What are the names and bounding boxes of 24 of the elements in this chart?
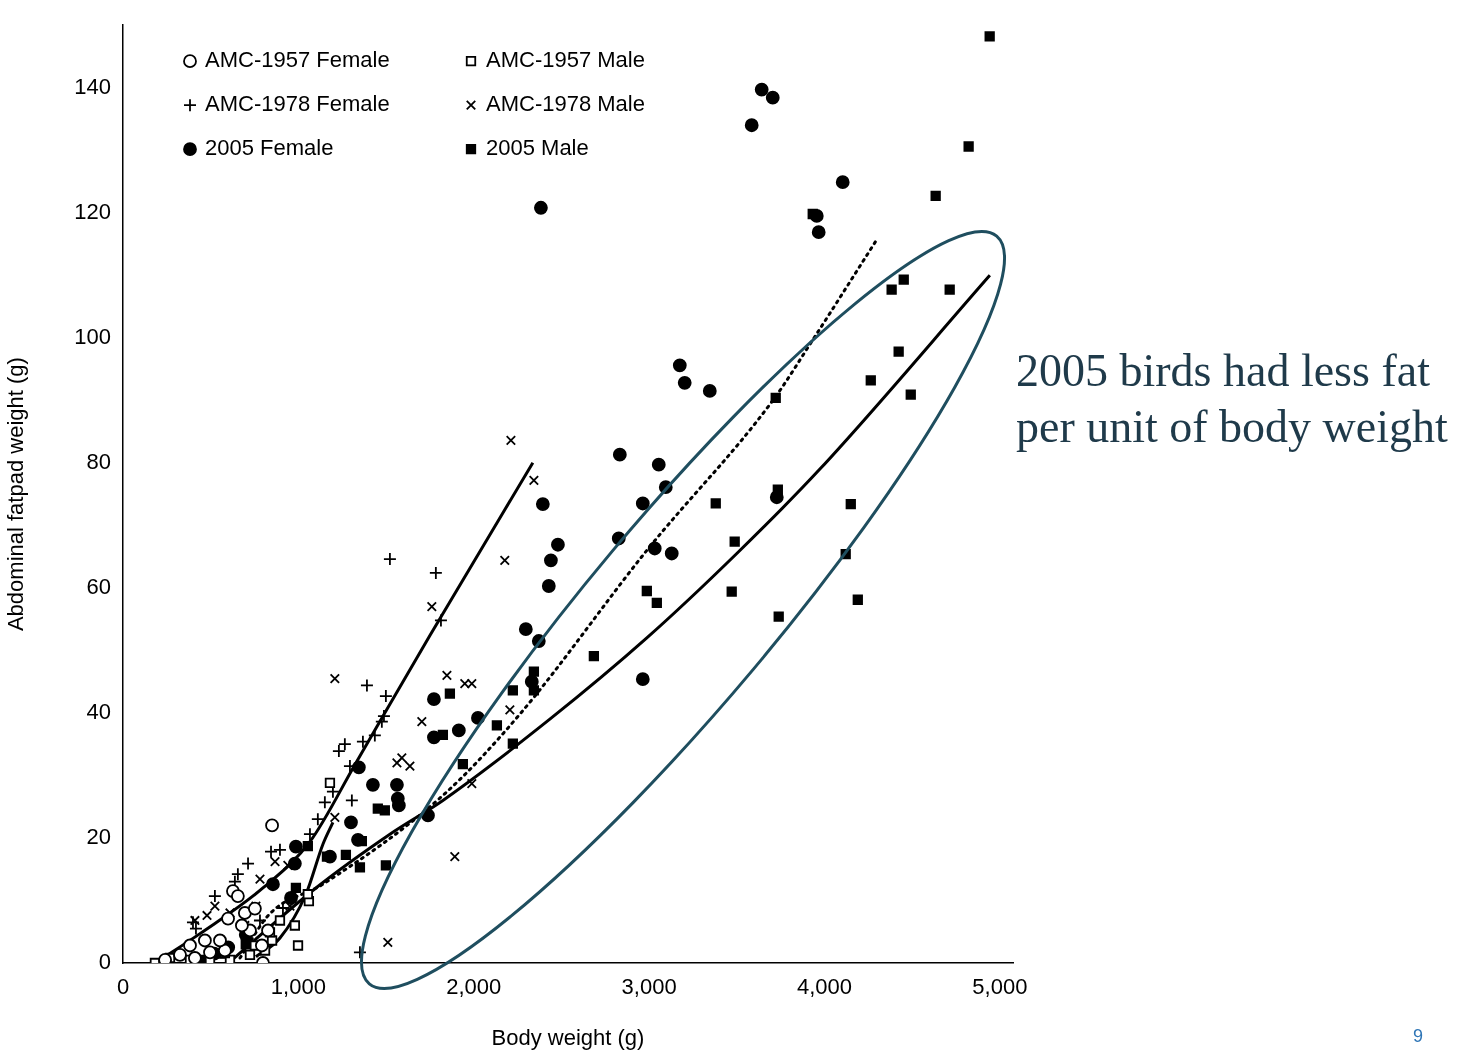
legend-label: 2005 Male [486,135,589,161]
y-tick-label: 120 [74,198,111,224]
legend-label: AMC-1978 Female [205,91,390,117]
y-axis-title: Abdominal fatpad weight (g) [3,357,29,632]
x-tick-label: 1,000 [270,974,326,1000]
y-tick-label: 60 [86,573,111,599]
y-tick-label: 40 [86,698,111,724]
x-tick-label: 0 [116,974,130,1000]
x-tick-label: 2,000 [446,974,502,1000]
legend-label: AMC-1957 Male [486,47,645,73]
legend-label: 2005 Female [205,135,334,161]
x-tick-label: 5,000 [972,974,1028,1000]
y-tick-label: 140 [74,73,111,99]
x-axis-title: Body weight (g) [491,1024,645,1050]
y-tick-label: 80 [86,448,111,474]
text: 9 [1413,1026,1424,1047]
y-tick-label: 100 [74,323,111,349]
y-tick-label: 20 [86,824,111,850]
x-tick-label: 4,000 [796,974,853,1000]
text: 2005 birds had less fat per unit of body weight [1016,344,1449,454]
legend-label: AMC-1957 Female [205,47,390,73]
x-tick-label: 3,000 [621,974,677,1000]
y-tick-label: 0 [98,949,111,975]
legend-label: AMC-1978 Male [486,91,645,117]
